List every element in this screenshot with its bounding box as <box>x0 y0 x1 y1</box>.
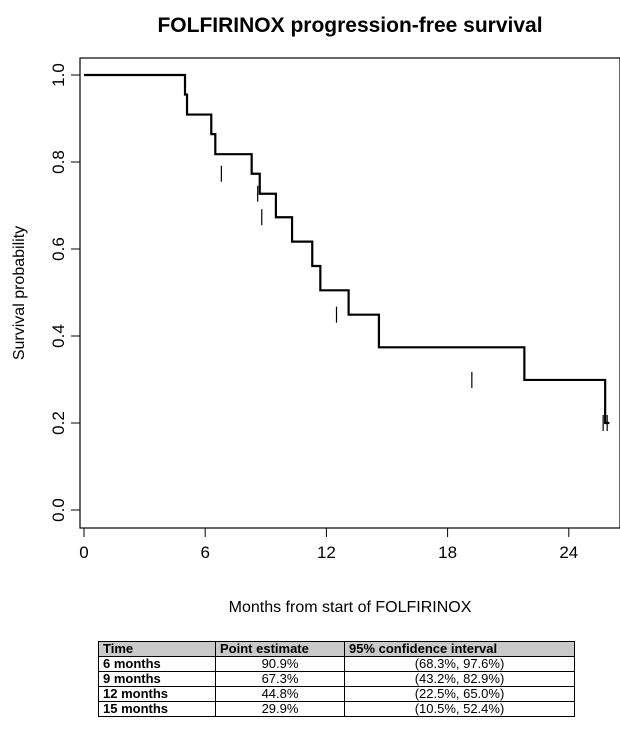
y-tick-label: 1.0 <box>49 63 68 87</box>
y-tick-label: 0.4 <box>49 324 68 348</box>
table-row: 12 months 44.8% (22.5%, 65.0%) <box>98 686 575 702</box>
x-tick-label: 0 <box>79 543 88 562</box>
x-tick-label: 24 <box>559 543 578 562</box>
table-header-row: Time Point estimate 95% confidence inter… <box>98 641 575 657</box>
table-row: 15 months 29.9% (10.5%, 52.4%) <box>98 701 575 717</box>
x-axis: 0 6 12 18 24 <box>79 528 578 562</box>
chart-svg: FOLFIRINOX progression-free survival 0 6 1… <box>11 14 620 616</box>
cell-time: 15 months <box>98 701 216 717</box>
table-row: 6 months 90.9% (68.3%, 97.6%) <box>98 656 575 672</box>
y-tick-label: 0.8 <box>49 150 68 174</box>
y-tick-label: 0.2 <box>49 411 68 435</box>
censor-marks <box>220 165 608 431</box>
cell-estimate: 29.9% <box>215 701 345 717</box>
x-tick-label: 18 <box>438 543 457 562</box>
confidence-table-container: Time Point estimate 95% confidence inter… <box>98 641 608 717</box>
col-header-time: Time <box>98 641 216 657</box>
col-header-ci: 95% confidence interval <box>344 641 575 657</box>
cell-ci: (22.5%, 65.0%) <box>344 686 575 702</box>
table-row: 9 months 67.3% (43.2%, 82.9%) <box>98 671 575 687</box>
y-axis-label: Survival probability <box>11 226 28 360</box>
confidence-table: Time Point estimate 95% confidence inter… <box>98 641 575 717</box>
cell-ci: (10.5%, 52.4%) <box>344 701 575 717</box>
x-axis-label: Months from start of FOLFIRINOX <box>229 599 472 616</box>
cell-estimate: 67.3% <box>215 671 345 687</box>
x-tick-label: 12 <box>317 543 336 562</box>
y-tick-label: 0.0 <box>49 498 68 522</box>
x-tick-label: 6 <box>200 543 209 562</box>
cell-time: 9 months <box>98 671 216 687</box>
plot-frame <box>79 57 620 529</box>
cell-time: 12 months <box>98 686 216 702</box>
chart-title: FOLFIRINOX progression-free survival <box>157 14 542 37</box>
y-axis: 0.0 0.2 0.4 0.6 0.8 1.0 <box>49 63 80 522</box>
cell-estimate: 90.9% <box>215 656 345 672</box>
cell-ci: (43.2%, 82.9%) <box>344 671 575 687</box>
km-chart: FOLFIRINOX progression-free survival 0 6 1… <box>11 14 620 616</box>
y-tick-label: 0.6 <box>49 237 68 261</box>
cell-ci: (68.3%, 97.6%) <box>344 656 575 672</box>
survival-curve <box>84 73 610 425</box>
col-header-point-estimate: Point estimate <box>215 641 345 657</box>
cell-estimate: 44.8% <box>215 686 345 702</box>
cell-time: 6 months <box>98 656 216 672</box>
